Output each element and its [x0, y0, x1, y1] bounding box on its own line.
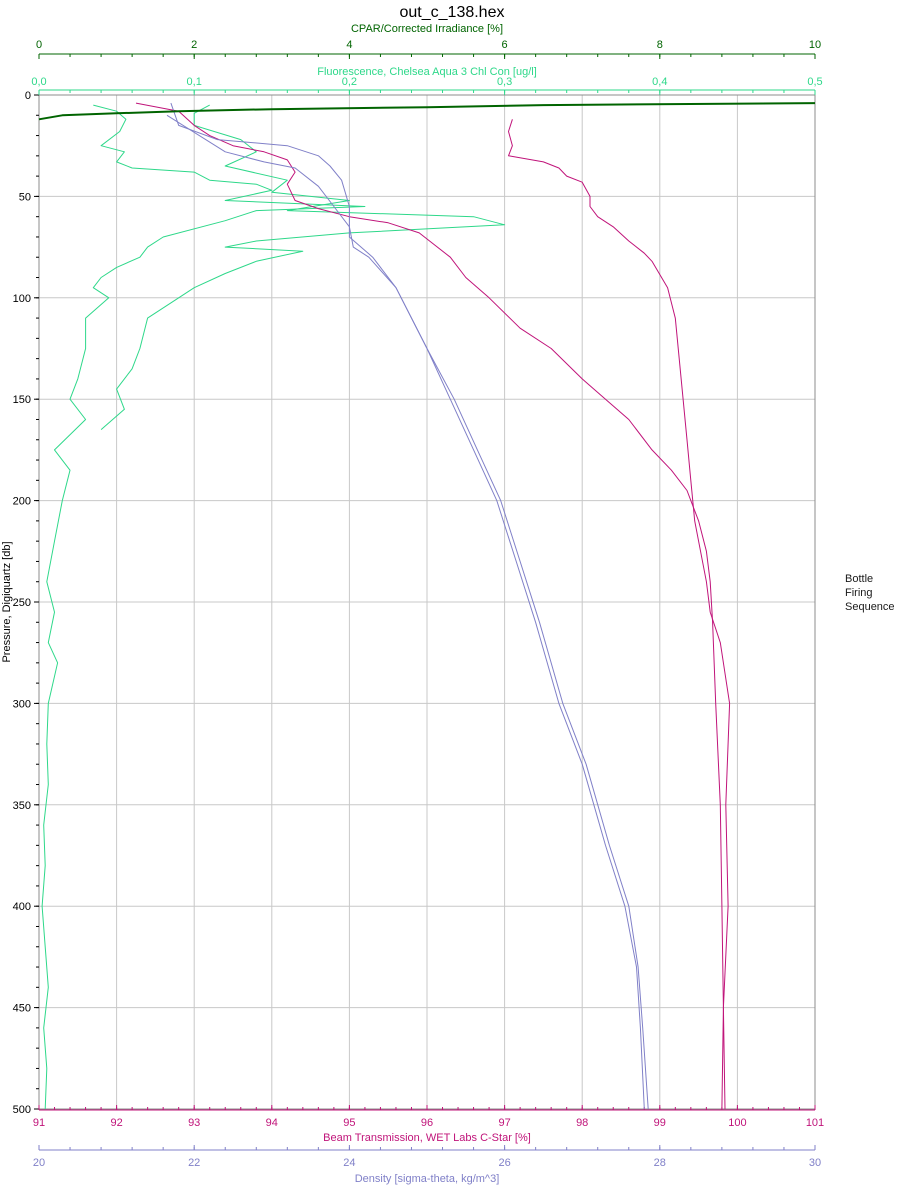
- chart-title: out_c_138.hex: [400, 4, 505, 21]
- fluor-tick-label: 0,5: [807, 76, 822, 88]
- fluor-axis-label: Fluorescence, Chelsea Aqua 3 Chl Con [ug…: [317, 66, 537, 78]
- density-tick-label: 20: [33, 1157, 45, 1169]
- legend-line: Firing: [845, 587, 873, 599]
- series-line-density-5: [166, 114, 649, 1110]
- series-line-fluor-1: [100, 104, 506, 430]
- series-line-cpar-6: [38, 102, 816, 121]
- y-tick-label: 300: [13, 698, 31, 710]
- beam-tick-label: 95: [343, 1117, 355, 1129]
- y-tick-label: 150: [13, 394, 31, 406]
- beam-tick-label: 101: [806, 1117, 824, 1129]
- fluor-tick-label: 0,3: [497, 76, 512, 88]
- y-tick-label: 100: [13, 293, 31, 305]
- beam-tick-label: 97: [498, 1117, 510, 1129]
- y-tick-label: 50: [19, 191, 31, 203]
- fluor-tick-label: 0,4: [652, 76, 667, 88]
- cpar-tick-label: 4: [346, 39, 352, 51]
- legend-line: Bottle: [845, 573, 874, 585]
- cpar-tick-label: 6: [502, 39, 508, 51]
- density-tick-label: 30: [809, 1157, 821, 1169]
- cpar-axis-label: CPAR/Corrected Irradiance [%]: [351, 23, 503, 35]
- plot-grid: [38, 94, 816, 1110]
- beam-tick-label: 92: [110, 1117, 122, 1129]
- y-tick-label: 250: [13, 597, 31, 609]
- y-tick-label: 400: [13, 901, 31, 913]
- legend: Bottle Firing Sequence: [845, 572, 895, 614]
- beam-tick-label: 91: [33, 1117, 45, 1129]
- y-tick-label: 350: [13, 800, 31, 812]
- cpar-tick-label: 10: [809, 39, 821, 51]
- fluor-tick-label: 0,2: [342, 76, 357, 88]
- density-tick-label: 22: [188, 1157, 200, 1169]
- density-axis-label: Density [sigma-theta, kg/m^3]: [355, 1173, 500, 1185]
- density-tick-label: 28: [654, 1157, 666, 1169]
- density-tick-label: 26: [498, 1157, 510, 1169]
- beam-tick-label: 98: [576, 1117, 588, 1129]
- y-tick-label: 200: [13, 496, 31, 508]
- y-tick-label: 0: [25, 90, 31, 102]
- density-tick-label: 24: [343, 1157, 355, 1169]
- series-line-beam-2: [135, 102, 724, 1110]
- legend-line: Sequence: [845, 601, 895, 613]
- series-line-beam-3: [508, 119, 731, 1110]
- beam-tick-label: 99: [654, 1117, 666, 1129]
- y-axis-label: Pressure, Digiquartz [db]: [1, 541, 13, 662]
- cpar-tick-label: 0: [36, 39, 42, 51]
- beam-tick-label: 94: [266, 1117, 278, 1129]
- cpar-tick-label: 8: [657, 39, 663, 51]
- series-group: [38, 102, 816, 1110]
- y-tick-label: 450: [13, 1003, 31, 1015]
- beam-tick-label: 96: [421, 1117, 433, 1129]
- series-line-density-4: [170, 102, 645, 1110]
- fluor-tick-label: 0,1: [187, 76, 202, 88]
- y-tick-label: 500: [13, 1104, 31, 1116]
- beam-axis-label: Beam Transmission, WET Labs C-Star [%]: [323, 1132, 531, 1144]
- beam-tick-label: 93: [188, 1117, 200, 1129]
- cpar-tick-label: 2: [191, 39, 197, 51]
- beam-tick-label: 100: [728, 1117, 746, 1129]
- fluor-tick-label: 0,0: [31, 76, 46, 88]
- series-line-fluor-0: [41, 104, 366, 1110]
